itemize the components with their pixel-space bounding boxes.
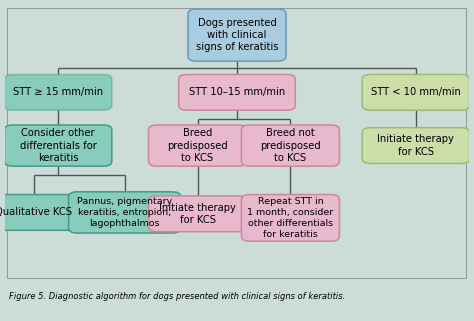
FancyBboxPatch shape bbox=[241, 195, 339, 241]
Text: Dogs presented
with clinical
signs of keratitis: Dogs presented with clinical signs of ke… bbox=[196, 18, 278, 52]
Text: Initiate therapy
for KCS: Initiate therapy for KCS bbox=[159, 203, 236, 225]
Text: Breed
predisposed
to KCS: Breed predisposed to KCS bbox=[167, 128, 228, 163]
FancyBboxPatch shape bbox=[5, 74, 112, 110]
Text: Initiate therapy
for KCS: Initiate therapy for KCS bbox=[377, 134, 454, 157]
FancyBboxPatch shape bbox=[188, 9, 286, 61]
Text: Pannus, pigmentary
keratitis, entropion,
lagophthalmos: Pannus, pigmentary keratitis, entropion,… bbox=[77, 197, 172, 228]
Text: Consider other
differentials for
keratitis: Consider other differentials for keratit… bbox=[20, 128, 97, 163]
FancyBboxPatch shape bbox=[69, 192, 181, 233]
FancyBboxPatch shape bbox=[148, 125, 246, 166]
Text: Breed not
predisposed
to KCS: Breed not predisposed to KCS bbox=[260, 128, 321, 163]
Text: Repeat STT in
1 month, consider
other differentials
for keratitis: Repeat STT in 1 month, consider other di… bbox=[247, 197, 334, 239]
FancyBboxPatch shape bbox=[362, 74, 469, 110]
Text: STT < 10 mm/min: STT < 10 mm/min bbox=[371, 87, 461, 97]
Text: Qualitative KCS: Qualitative KCS bbox=[0, 207, 72, 217]
FancyBboxPatch shape bbox=[179, 74, 295, 110]
FancyBboxPatch shape bbox=[5, 125, 112, 166]
FancyBboxPatch shape bbox=[148, 196, 246, 232]
Text: STT 10–15 mm/min: STT 10–15 mm/min bbox=[189, 87, 285, 97]
FancyBboxPatch shape bbox=[0, 195, 79, 230]
Text: Figure 5. Diagnostic algorithm for dogs presented with clinical signs of keratit: Figure 5. Diagnostic algorithm for dogs … bbox=[9, 292, 346, 301]
FancyBboxPatch shape bbox=[241, 125, 339, 166]
Text: STT ≥ 15 mm/min: STT ≥ 15 mm/min bbox=[13, 87, 103, 97]
FancyBboxPatch shape bbox=[362, 128, 469, 163]
